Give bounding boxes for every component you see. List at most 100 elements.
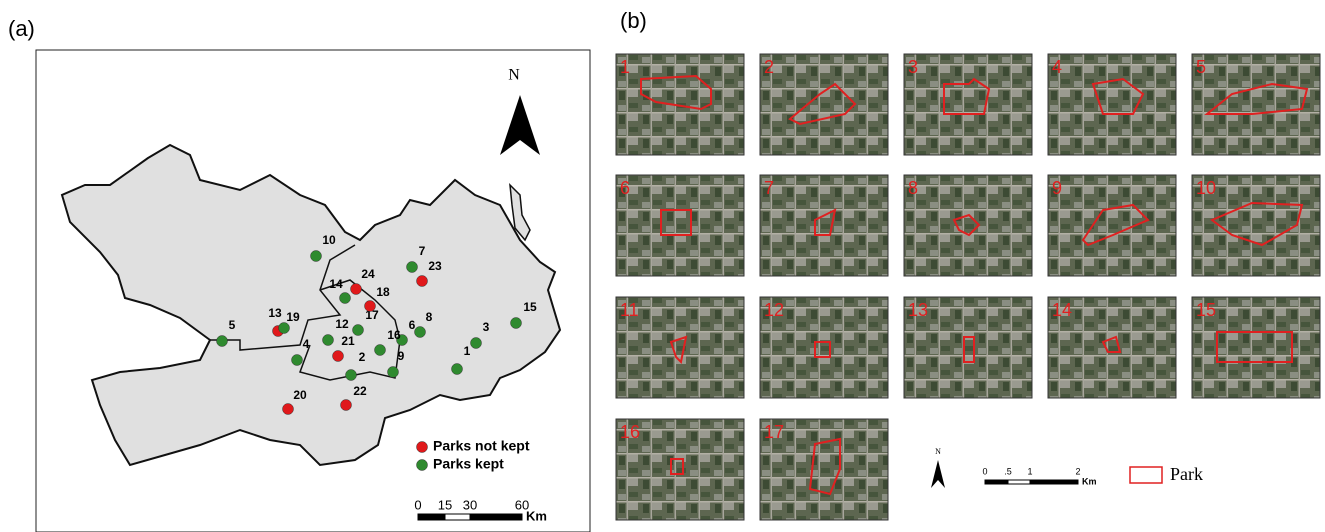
- panel-label: (b): [620, 8, 647, 33]
- satellite-tile: 12: [760, 297, 888, 398]
- park-point: [511, 318, 522, 329]
- legend-marker: [417, 460, 428, 471]
- point-label: 9: [398, 349, 405, 363]
- point-label: 2: [359, 350, 366, 364]
- tile-number: 15: [1196, 300, 1216, 320]
- park-point: [323, 335, 334, 346]
- park-point: [417, 276, 428, 287]
- point-label: 13: [268, 306, 282, 320]
- tile-number: 8: [908, 178, 918, 198]
- park-point: [365, 301, 376, 312]
- tile-number: 10: [1196, 178, 1216, 198]
- tile-number: 2: [764, 57, 774, 77]
- satellite-tile: 14: [1048, 297, 1176, 398]
- legend-label: Parks not kept: [433, 438, 530, 454]
- tile-number: 11: [620, 300, 639, 320]
- point-label: 3: [483, 320, 490, 334]
- scale-bar: [418, 514, 445, 520]
- satellite-tile: 1: [616, 54, 744, 155]
- point-label: 20: [293, 388, 307, 402]
- point-label: 16: [387, 328, 401, 342]
- scale-unit: Km: [526, 508, 547, 523]
- tile-number: 7: [764, 178, 774, 198]
- scale-label: 1: [1027, 466, 1032, 476]
- scale-label: 2: [1075, 466, 1080, 476]
- scale-bar: [445, 514, 470, 520]
- point-label: 4: [303, 337, 310, 351]
- tile-image: [1192, 54, 1320, 155]
- north-arrow: [931, 460, 945, 488]
- legend-marker: [417, 442, 428, 453]
- satellite-tile: 13: [904, 297, 1032, 398]
- north-label: N: [508, 67, 520, 84]
- point-label: 8: [426, 310, 433, 324]
- tile-number: 9: [1052, 178, 1062, 198]
- scale-bar: [1030, 480, 1078, 484]
- satellite-tile: 5: [1192, 54, 1320, 155]
- tile-number: 1: [620, 57, 630, 77]
- tile-image: [904, 175, 1032, 276]
- satellite-tile: 3: [904, 54, 1032, 155]
- tile-image: [1048, 175, 1176, 276]
- park-point: [375, 345, 386, 356]
- satellite-tile: 11: [616, 297, 744, 398]
- point-label: 14: [329, 277, 343, 291]
- tile-number: 12: [764, 300, 784, 320]
- legend-label: Parks kept: [433, 456, 504, 472]
- point-label: 23: [428, 259, 442, 273]
- satellite-tile: 8: [904, 175, 1032, 276]
- satellite-tile: 6: [616, 175, 744, 276]
- scale-bar: [1008, 480, 1030, 484]
- scale-label: 15: [438, 497, 452, 512]
- tile-image: [616, 175, 744, 276]
- satellite-tile: 10: [1192, 175, 1320, 276]
- tile-image: [760, 54, 888, 155]
- tile-number: 14: [1052, 300, 1072, 320]
- satellite-tile: 17: [760, 419, 888, 520]
- park-point: [415, 327, 426, 338]
- scale-label: .5: [1004, 466, 1012, 476]
- point-label: 19: [286, 310, 300, 324]
- point-label: 7: [419, 244, 426, 258]
- point-label: 18: [376, 285, 390, 299]
- park-point: [346, 370, 357, 381]
- park-point: [340, 293, 351, 304]
- tile-number: 5: [1196, 57, 1206, 77]
- satellite-tile: 9: [1048, 175, 1176, 276]
- point-label: 22: [353, 384, 367, 398]
- satellite-tile: 4: [1048, 54, 1176, 155]
- scale-bar: [985, 480, 1008, 484]
- tile-number: 17: [764, 422, 784, 442]
- park-point: [292, 355, 303, 366]
- tile-number: 3: [908, 57, 918, 77]
- satellite-tile: 2: [760, 54, 888, 155]
- tile-number: 13: [908, 300, 928, 320]
- park-point: [311, 251, 322, 262]
- tile-number: 4: [1052, 57, 1062, 77]
- point-label: 21: [341, 334, 355, 348]
- point-label: 10: [322, 233, 336, 247]
- park-point: [471, 338, 482, 349]
- tile-image: [760, 175, 888, 276]
- scale-label: 0: [982, 466, 987, 476]
- park-point: [333, 351, 344, 362]
- scale-label: 0: [414, 497, 421, 512]
- satellite-tile: 15: [1192, 297, 1320, 398]
- panel-label: (a): [8, 16, 35, 41]
- point-label: 5: [229, 318, 236, 332]
- legend-label: Park: [1170, 464, 1203, 484]
- north-label: N: [935, 447, 941, 456]
- figure: (a) N 1234567891012131415161718192021222…: [0, 0, 1325, 532]
- park-point: [217, 336, 228, 347]
- point-label: 1: [464, 344, 471, 358]
- tile-image: [1048, 54, 1176, 155]
- park-point: [351, 284, 362, 295]
- tile-number: 6: [620, 178, 630, 198]
- park-point: [452, 364, 463, 375]
- scale-label: 30: [463, 497, 477, 512]
- scale-unit: Km: [1082, 476, 1097, 486]
- tile-image: [904, 54, 1032, 155]
- tile-image: [616, 54, 744, 155]
- point-label: 15: [523, 300, 537, 314]
- park-point: [388, 367, 399, 378]
